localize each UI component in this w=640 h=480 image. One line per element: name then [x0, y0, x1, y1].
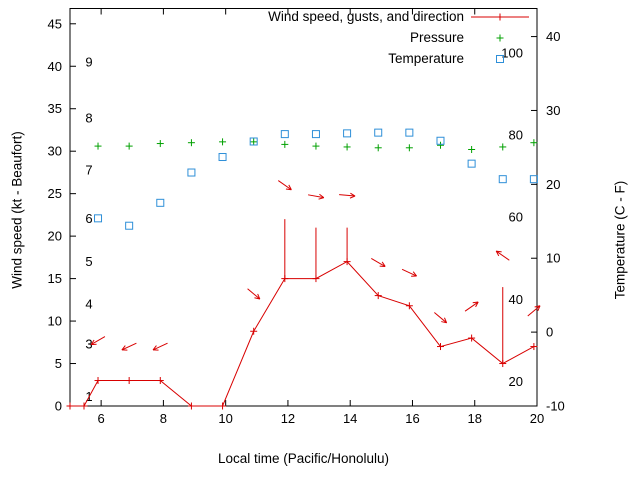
- series-wind: [66, 180, 541, 410]
- beaufort-label: 6: [85, 211, 92, 226]
- temperature-point-marker: [436, 136, 445, 145]
- wind-direction-arrow-icon: [434, 312, 448, 324]
- y-left-tick-label: 10: [48, 314, 62, 329]
- fahrenheit-label: 100: [501, 45, 523, 60]
- temperature-point-marker: [374, 128, 383, 137]
- y-left-tick-label: 40: [48, 59, 62, 74]
- plot-border: [69, 8, 538, 407]
- tick-labels: 6 8 10 12 14 16 18 20051015202530354045-1001020…: [48, 16, 565, 426]
- beaufort-label: 8: [85, 111, 92, 126]
- legend-item-pressure: Pressure: [100, 27, 530, 48]
- beaufort-label: 7: [85, 162, 92, 177]
- wind-line: [70, 260, 535, 407]
- x-tick-label: 14: [343, 411, 357, 426]
- legend-label-pressure: Pressure: [409, 30, 464, 45]
- x-axis-title: Local time (Pacific/Honolulu): [217, 451, 390, 466]
- beaufort-label: 3: [85, 336, 92, 351]
- y-right-tick-label: 20: [546, 177, 560, 192]
- y-left-tick-label: 5: [55, 356, 62, 371]
- y-left-tick-label: 15: [48, 271, 62, 286]
- fahrenheit-label: 60: [509, 210, 523, 225]
- y-left-tick-label: 20: [48, 229, 62, 244]
- temperature-point-marker: [467, 159, 476, 168]
- y-right-tick-label: 0: [546, 325, 553, 340]
- temperature-point-marker: [218, 153, 227, 162]
- fahrenheit-label: 80: [509, 128, 523, 143]
- y-left-tick-label: 30: [48, 144, 62, 159]
- x-tick-label: 20: [530, 411, 544, 426]
- y-left-tick-label: 0: [55, 399, 62, 414]
- wind-direction-arrow-icon: [371, 258, 386, 267]
- temperature-point-marker: [125, 221, 134, 230]
- series-pressure: [94, 138, 538, 153]
- temperature-point-marker: [529, 175, 538, 184]
- wind-direction-arrow-icon: [307, 193, 325, 200]
- beaufort-label: 9: [85, 55, 92, 70]
- legend-sample-temperature-icon: [470, 52, 530, 66]
- wind-direction-arrow-icon: [339, 192, 356, 199]
- y-right-tick-label: 40: [546, 29, 560, 44]
- legend-sample-glyph: [471, 13, 529, 20]
- temperature-point-marker: [280, 130, 289, 139]
- y-left-tick-label: 35: [48, 101, 62, 116]
- legend: Wind speed, gusts, and direction Pressur…: [100, 6, 530, 69]
- beaufort-label: 5: [85, 254, 92, 269]
- temperature-point-marker: [187, 168, 196, 177]
- fahrenheit-label: 40: [509, 292, 523, 307]
- fahrenheit-label: 20: [509, 374, 523, 389]
- temperature-point-marker: [405, 128, 414, 137]
- temperature-point-marker: [94, 214, 103, 223]
- x-tick-label: 6: [98, 411, 105, 426]
- wind-direction-arrow-icon: [401, 268, 417, 277]
- temperature-point-marker: [311, 130, 320, 139]
- temperature-point-marker: [156, 198, 165, 207]
- wind-direction-arrow-icon: [152, 342, 168, 351]
- y-right-tick-label: -10: [546, 399, 565, 414]
- temperature-point-marker: [343, 129, 352, 138]
- x-tick-label: 10: [218, 411, 232, 426]
- beaufort-label: 4: [85, 297, 92, 312]
- wind-direction-arrow-icon: [527, 305, 541, 317]
- right-axis-title: Temperature (C - F): [612, 180, 628, 300]
- y-left-tick-label: 25: [48, 186, 62, 201]
- y-right-tick-label: 10: [546, 251, 560, 266]
- y-left-tick-label: 45: [48, 16, 62, 31]
- wind-direction-arrow-icon: [247, 288, 261, 300]
- legend-sample-pressure-icon: [470, 31, 530, 45]
- y-right-tick-label: 30: [546, 103, 560, 118]
- wind-direction-arrow-icon: [121, 342, 137, 351]
- temperature-point-marker: [498, 175, 507, 184]
- wind-direction-arrow-icon: [90, 336, 106, 346]
- left-axis-title: Wind speed (kt - Beaufort): [9, 131, 25, 289]
- legend-sample-glyph: [496, 54, 504, 63]
- x-tick-label: 16: [405, 411, 419, 426]
- wind-direction-arrow-icon: [495, 250, 510, 261]
- x-tick-label: 8: [160, 411, 167, 426]
- fahrenheit-scale-labels: 20 40 60 80 100: [501, 45, 523, 388]
- temperature-point-marker: [249, 137, 258, 146]
- legend-sample-wind-icon: [470, 10, 530, 24]
- wind-direction-arrow-icon: [277, 180, 292, 191]
- legend-item-temperature: Temperature: [100, 48, 530, 69]
- legend-item-wind: Wind speed, gusts, and direction: [100, 6, 530, 27]
- series-temperature: [94, 128, 538, 230]
- legend-label-wind: Wind speed, gusts, and direction: [268, 9, 464, 24]
- legend-label-temperature: Temperature: [388, 51, 464, 66]
- x-tick-label: 18: [467, 411, 481, 426]
- wind-direction-arrow-icon: [464, 301, 479, 312]
- legend-sample-glyph: [496, 34, 504, 41]
- x-tick-label: 12: [281, 411, 295, 426]
